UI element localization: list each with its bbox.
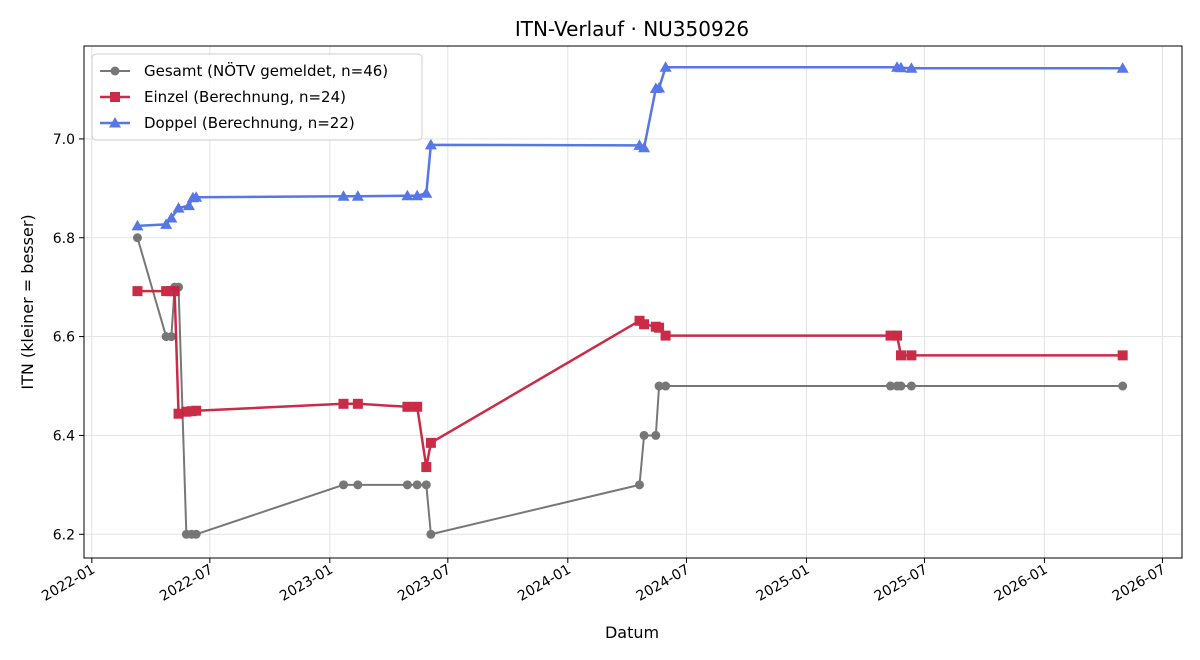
data-point-einzel (352, 398, 363, 409)
data-point-gesamt (1118, 381, 1128, 391)
data-point-doppel (659, 61, 672, 72)
y-tick-label: 7.0 (53, 132, 75, 148)
data-point-einzel (885, 330, 896, 341)
data-point-einzel (132, 286, 143, 297)
data-point-doppel (905, 62, 918, 73)
series-line-doppel (137, 66, 1123, 228)
data-point-gesamt (906, 381, 916, 391)
data-point-doppel (190, 191, 203, 202)
data-point-einzel (181, 406, 192, 417)
data-point-einzel (161, 286, 172, 297)
data-point-einzel (906, 350, 917, 361)
data-point-gesamt (353, 480, 363, 490)
data-point-gesamt (132, 233, 142, 243)
data-point-doppel (172, 202, 185, 213)
data-point-einzel (412, 401, 423, 412)
data-point-gesamt (412, 480, 422, 490)
data-point-einzel (338, 398, 349, 409)
y-axis-ticks: 6.2 6.4 6.6 6.8 7.0 (53, 132, 84, 543)
legend-item-gesamt (100, 66, 130, 76)
data-point-einzel (421, 462, 432, 473)
data-point-doppel (131, 219, 144, 231)
data-point-doppel (401, 189, 414, 201)
data-point-einzel (402, 401, 413, 412)
data-point-doppel (411, 189, 424, 201)
y-tick-label: 6.2 (53, 527, 75, 543)
data-point-gesamt (166, 332, 176, 342)
data-point-gesamt (654, 381, 664, 391)
data-point-doppel (337, 190, 350, 201)
data-point-einzel (1117, 350, 1128, 361)
data-point-gesamt (421, 480, 431, 490)
legend-marker (110, 66, 120, 76)
data-point-einzel (895, 350, 906, 361)
y-tick-label: 6.6 (53, 330, 75, 346)
legend-item-doppel (100, 117, 130, 128)
x-axis-label: Datum (605, 623, 659, 642)
data-point-doppel (351, 190, 364, 201)
data-point-doppel (424, 138, 437, 150)
y-tick-label: 6.4 (53, 428, 75, 444)
data-point-einzel (660, 330, 671, 341)
legend-label: Doppel (Berechnung, n=22) (144, 114, 355, 132)
data-point-doppel (165, 211, 178, 223)
data-point-doppel (1116, 62, 1129, 73)
data-point-einzel (173, 408, 184, 419)
data-point-einzel (892, 330, 903, 341)
data-point-einzel (639, 319, 650, 330)
data-point-gesamt (661, 381, 671, 391)
data-point-gesamt (651, 430, 661, 440)
legend-marker (110, 92, 120, 102)
data-point-doppel (653, 82, 666, 93)
series-layer (131, 61, 1129, 539)
legend-box (91, 53, 423, 141)
data-point-einzel (169, 286, 180, 297)
data-point-gesamt (886, 381, 896, 391)
chart-title: ITN-Verlauf · NU350926 (515, 17, 749, 41)
data-point-gesamt (426, 529, 436, 539)
y-tick-label: 6.8 (53, 231, 75, 247)
series-einzel (132, 286, 1128, 473)
data-point-gesamt (639, 430, 649, 440)
data-point-einzel (425, 437, 436, 448)
data-point-gesamt (339, 480, 349, 490)
data-point-doppel (420, 187, 433, 198)
data-point-doppel (160, 218, 173, 229)
data-point-gesamt (191, 529, 201, 539)
series-doppel (131, 61, 1129, 231)
legend-marker (109, 117, 121, 128)
data-point-doppel (894, 61, 907, 73)
y-axis-label: ITN (kleiner = besser) (18, 214, 37, 389)
data-point-einzel (191, 405, 202, 416)
data-point-gesamt (402, 480, 412, 490)
data-point-doppel (638, 141, 651, 153)
legend-item-einzel (100, 92, 130, 102)
data-point-gesamt (635, 480, 645, 490)
legend-label: Gesamt (NÖTV gemeldet, n=46) (144, 61, 388, 80)
data-point-doppel (182, 199, 195, 211)
data-point-einzel (654, 322, 665, 333)
legend-label: Einzel (Berechnung, n=24) (144, 88, 346, 106)
data-point-gesamt (896, 381, 906, 391)
plot-frame (83, 45, 1183, 559)
legend: Gesamt (NÖTV gemeldet, n=46) Einzel (Bere… (91, 53, 423, 141)
